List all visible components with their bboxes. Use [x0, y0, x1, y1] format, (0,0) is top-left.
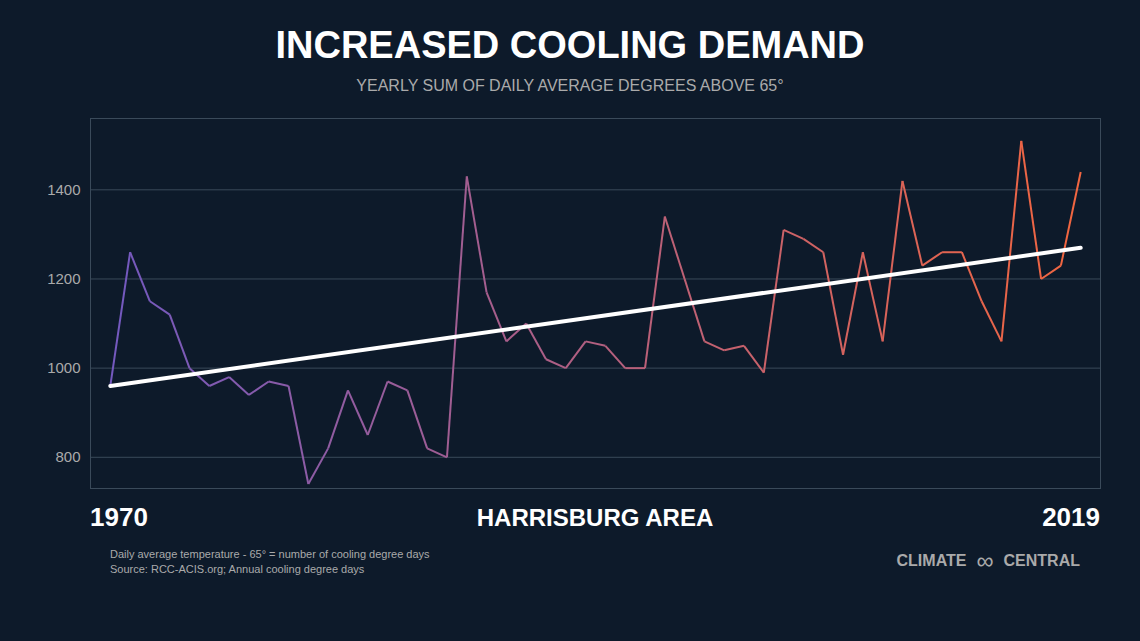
html-text:CLIMATE ∞ CENTRAL: CLIMATE ∞ CENTRAL: [896, 547, 1080, 574]
html-text:Source: RCC-ACIS.org; Annual c: Source: RCC-ACIS.org; Annual cooling deg…: [110, 563, 365, 575]
svg-text:800: 800: [55, 448, 80, 465]
html-text:INCREASED COOLING DEMAND: INCREASED COOLING DEMAND: [275, 24, 865, 66]
html-text:HARRISBURG AREA: HARRISBURG AREA: [476, 504, 714, 531]
html-text:1970: 1970: [90, 502, 148, 532]
html-text:YEARLY SUM OF DAILY AVERAGE DE: YEARLY SUM OF DAILY AVERAGE DEGREES ABOV…: [356, 77, 784, 94]
svg-text:1400: 1400: [47, 181, 80, 198]
html-text:Daily average temperature - 65: Daily average temperature - 65° = number…: [110, 548, 430, 560]
svg-text:1000: 1000: [47, 359, 80, 376]
html-text:2019: 2019: [1042, 502, 1100, 532]
svg-text:1200: 1200: [47, 270, 80, 287]
